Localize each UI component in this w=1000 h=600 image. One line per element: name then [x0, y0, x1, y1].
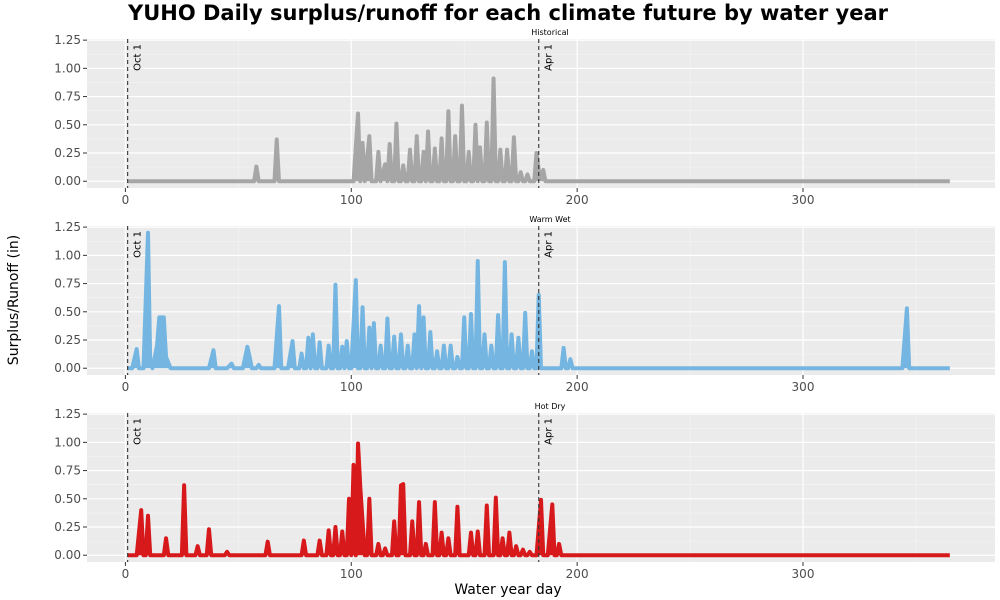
x-tick-label: 100 [340, 567, 363, 581]
x-tick-label: 200 [566, 193, 589, 207]
y-tick-label: 0.75 [54, 277, 81, 291]
x-tick-label: 200 [566, 567, 589, 581]
x-tick-label: 300 [792, 567, 815, 581]
series-line [127, 230, 950, 371]
y-tick-label: 0.75 [54, 90, 81, 104]
y-tick-label: 0.75 [54, 464, 81, 478]
panel-title: Hot Dry [535, 402, 566, 411]
x-tick-label: 100 [340, 193, 363, 207]
panel-historical: Oct 1 Apr 1 Historical 0.00 0.25 0.50 0.75 1.00… [54, 28, 995, 207]
panel-background [87, 39, 995, 188]
y-tick-label: 0.50 [54, 492, 81, 506]
y-tick-label: 1.00 [54, 435, 81, 449]
panel-title: Warm Wet [529, 215, 570, 224]
x-axis-label: Water year day [454, 582, 562, 598]
y-tick-label: 1.25 [54, 407, 81, 421]
x-tick-label: 300 [792, 380, 815, 394]
y-tick-label: 0.00 [54, 174, 81, 188]
series-line [127, 441, 950, 558]
reference-line-label: Apr 1 [544, 44, 555, 71]
reference-line-label: Apr 1 [544, 231, 555, 258]
y-tick-label: 0.50 [54, 305, 81, 319]
y-tick-label: 0.00 [54, 548, 81, 562]
reference-line-label: Oct 1 [133, 418, 144, 445]
reference-line-label: Oct 1 [133, 231, 144, 258]
reference-line-label: Oct 1 [133, 44, 144, 71]
y-tick-label: 1.25 [54, 33, 81, 47]
panel-hot-dry: Oct 1 Apr 1 Hot Dry 0.00 0.25 0.50 0.75 1.00 1.2… [54, 402, 995, 581]
y-tick-label: 0.50 [54, 118, 81, 132]
x-tick-label: 200 [566, 380, 589, 394]
series-line [127, 76, 950, 184]
y-tick-label: 0.25 [54, 333, 81, 347]
y-tick-label: 1.00 [54, 61, 81, 75]
x-tick-label: 300 [792, 193, 815, 207]
y-tick-label: 0.25 [54, 146, 81, 160]
chart-title: YUHO Daily surplus/runoff for each clima… [128, 1, 888, 25]
y-tick-label: 1.00 [54, 248, 81, 262]
x-tick-label: 0 [122, 193, 130, 207]
reference-line-label: Apr 1 [544, 418, 555, 445]
x-tick-label: 100 [340, 380, 363, 394]
x-tick-label: 0 [122, 567, 130, 581]
x-tick-label: 0 [122, 380, 130, 394]
y-tick-label: 1.25 [54, 220, 81, 234]
panel-warm-wet: Oct 1 Apr 1 Warm Wet 0.00 0.25 0.50 0.75 1.00 1.… [54, 215, 995, 394]
y-tick-label: 0.25 [54, 520, 81, 534]
panel-title: Historical [531, 28, 568, 37]
y-tick-label: 0.00 [54, 361, 81, 375]
